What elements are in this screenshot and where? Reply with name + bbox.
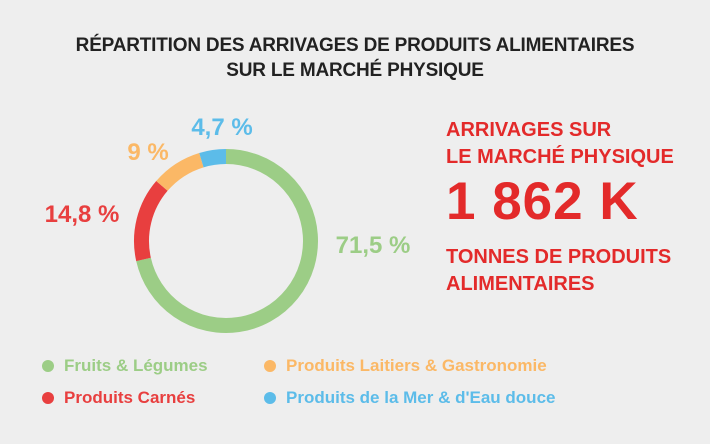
stat-unit: TONNES DE PRODUITS ALIMENTAIRES: [446, 244, 671, 298]
stat-heading-line1: ARRIVAGES SUR: [446, 119, 612, 141]
legend-swatch-produits-mer: [264, 392, 276, 404]
legend-label-produits-carnes: Produits Carnés: [64, 388, 196, 407]
stat-value: 1 862 K: [446, 172, 639, 231]
donut-slice-2: [156, 152, 204, 191]
slice-label-1: 14,8 %: [45, 201, 120, 228]
donut-slice-3: [199, 149, 227, 168]
legend-item-produits-carnes: Produits Carnés: [42, 388, 195, 408]
legend-label-produits-laitiers: Produits Laitiers & Gastronomie: [286, 356, 547, 375]
slice-label-3: 4,7 %: [191, 114, 252, 141]
legend-item-produits-laitiers: Produits Laitiers & Gastronomie: [264, 356, 547, 376]
slice-label-2: 9 %: [127, 139, 168, 166]
stat-heading: ARRIVAGES SUR LE MARCHÉ PHYSIQUE: [446, 117, 674, 171]
chart-title: RÉPARTITION DES ARRIVAGES DE PRODUITS AL…: [0, 33, 710, 83]
stat-heading-line2: LE MARCHÉ PHYSIQUE: [446, 146, 674, 168]
slice-label-0: 71,5 %: [336, 232, 411, 259]
legend-swatch-produits-laitiers: [264, 360, 276, 372]
legend-label-produits-mer: Produits de la Mer & d'Eau douce: [286, 388, 556, 407]
chart-title-line1: RÉPARTITION DES ARRIVAGES DE PRODUITS AL…: [75, 35, 635, 56]
legend-label-fruits-legumes: Fruits & Légumes: [64, 356, 208, 375]
stat-unit-line2: ALIMENTAIRES: [446, 273, 595, 295]
legend-swatch-fruits-legumes: [42, 360, 54, 372]
donut-slice-0: [136, 149, 318, 333]
legend-item-produits-mer: Produits de la Mer & d'Eau douce: [264, 388, 555, 408]
stat-unit-line1: TONNES DE PRODUITS: [446, 246, 672, 268]
donut-slice-1: [134, 181, 168, 262]
legend-item-fruits-legumes: Fruits & Légumes: [42, 356, 208, 376]
chart-title-line2: SUR LE MARCHÉ PHYSIQUE: [226, 60, 484, 81]
legend-swatch-produits-carnes: [42, 392, 54, 404]
